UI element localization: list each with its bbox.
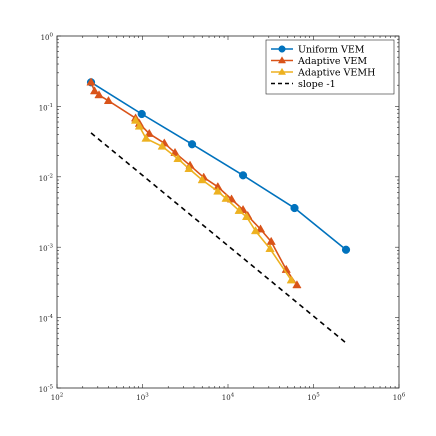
series-layer: [86, 77, 351, 344]
series-1: [86, 77, 302, 289]
data-point: [286, 275, 296, 284]
data-point: [255, 224, 266, 233]
series-line: [90, 81, 347, 251]
data-point: [197, 175, 207, 184]
data-point: [238, 171, 248, 180]
data-point: [157, 141, 167, 150]
data-point: [290, 203, 299, 213]
y-tick-label: 10-4: [39, 314, 54, 324]
data-point: [137, 109, 146, 119]
legend-item: slope -1: [271, 79, 336, 90]
y-tick-label: 10-3: [39, 244, 54, 254]
data-point: [103, 95, 114, 105]
legend-label: Uniform VEM: [298, 44, 365, 55]
data-point: [89, 86, 100, 95]
legend-item: Adaptive VEM: [271, 56, 367, 67]
legend-marker: [277, 56, 287, 64]
data-point: [86, 77, 96, 86]
data-point: [213, 186, 223, 195]
data-point: [130, 115, 141, 124]
data-point: [341, 245, 351, 254]
x-tick-label: 104: [222, 393, 235, 403]
data-point: [144, 128, 154, 137]
legend-label: Adaptive VEMH: [297, 67, 375, 78]
data-point: [250, 226, 261, 235]
legend-label: slope -1: [298, 79, 336, 90]
series-2: [130, 115, 296, 284]
y-tick-label: 10-2: [39, 173, 53, 183]
data-point: [187, 140, 197, 149]
x-tick-label: 105: [307, 393, 320, 403]
axis-tick-labels: 102 103 104 105 106 100 10-1 10-2 10-3 10-4 10-5: [39, 33, 406, 403]
axis-ticks: [56, 35, 400, 389]
plot-area: [56, 35, 400, 389]
y-tick-label: 10-1: [39, 103, 53, 113]
data-point: [173, 153, 183, 163]
data-point: [266, 236, 276, 245]
y-tick-label: 10-5: [39, 385, 54, 395]
legend-marker: [277, 67, 287, 75]
data-point: [134, 121, 145, 130]
legend-item: Adaptive VEMH: [271, 67, 375, 78]
series-line: [90, 132, 347, 344]
data-point: [141, 133, 151, 142]
y-tick-label: 100: [41, 33, 54, 43]
data-point: [241, 211, 252, 221]
x-tick-label: 106: [393, 393, 406, 403]
legend-item: Uniform VEM: [271, 44, 365, 55]
data-point: [234, 205, 244, 214]
legend-label: Adaptive VEM: [297, 56, 367, 67]
data-point: [184, 163, 194, 172]
series-0: [86, 78, 351, 254]
data-point: [292, 280, 302, 289]
x-tick-label: 102: [51, 393, 63, 403]
data-point: [221, 193, 231, 202]
series-3: [90, 132, 347, 344]
data-point: [94, 90, 104, 99]
data-point: [265, 243, 275, 252]
x-tick-label: 103: [136, 393, 149, 403]
legend-marker: [278, 45, 286, 53]
